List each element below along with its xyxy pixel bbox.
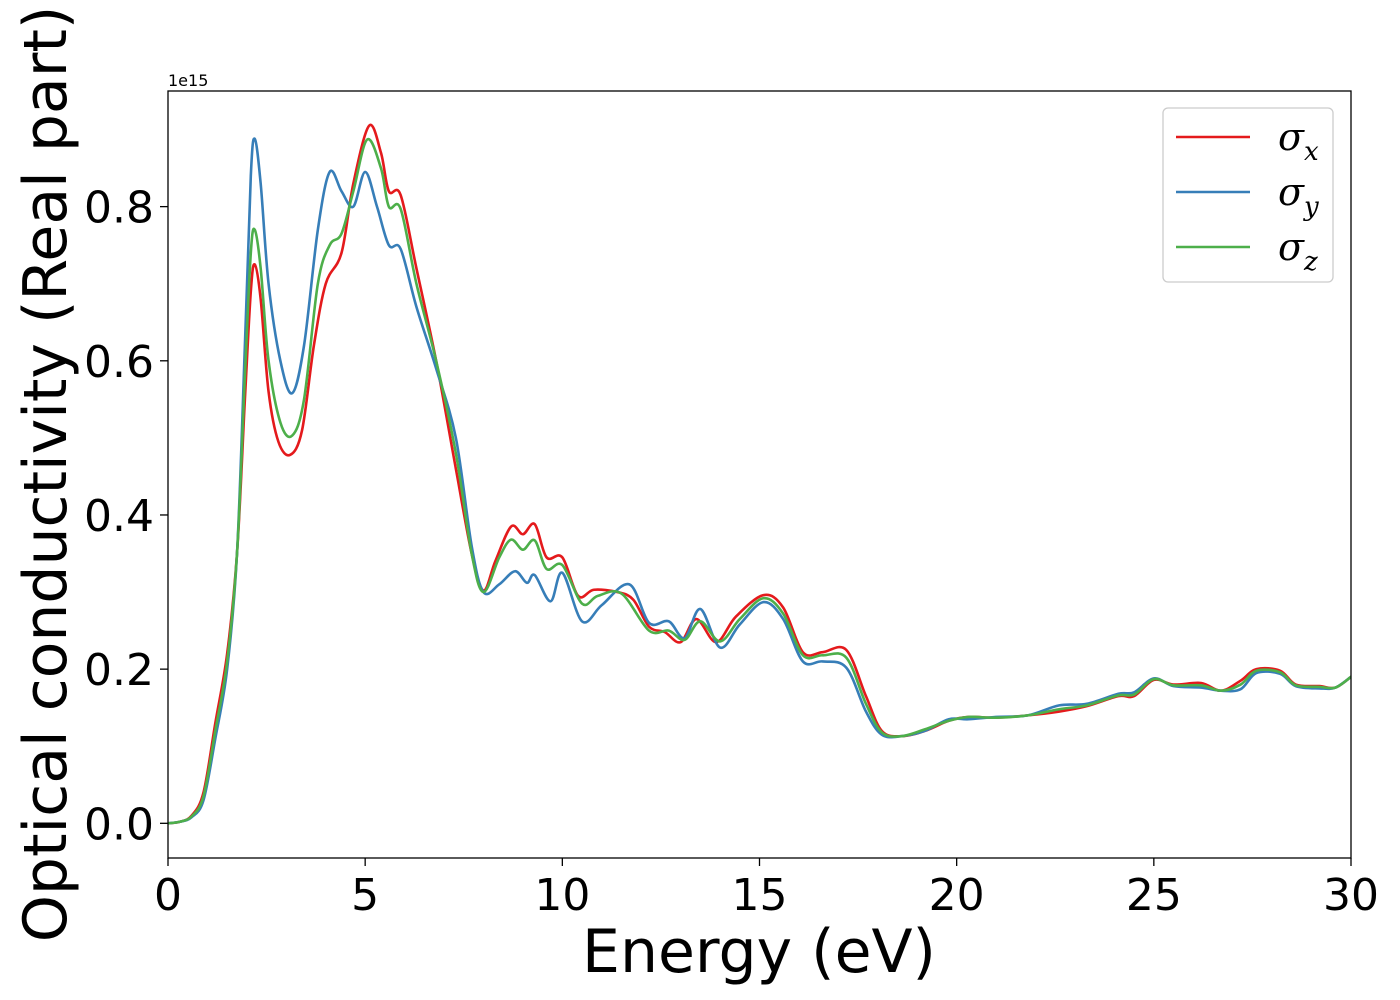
y-tick-label: 0.0 [84,799,154,850]
series-line-y [168,137,1351,825]
x-tick-label: 20 [929,870,985,921]
x-tick-label: 15 [732,870,788,921]
y-tick-label: 0.4 [84,491,154,542]
x-axis-label: Energy (eV) [582,917,936,987]
x-tick-label: 5 [351,870,379,921]
x-tick-label: 30 [1323,870,1379,921]
y-offset-label: 1e15 [168,71,208,90]
x-axis-ticks: 0 5 10 15 20 25 30 [154,858,1379,921]
x-tick-label: 10 [534,870,590,921]
legend-box [1162,107,1334,283]
legend-label-x: σx [1278,115,1319,167]
series-line-z [168,137,1351,825]
y-tick-label: 0.2 [84,645,154,696]
y-tick-label: 0.6 [84,337,154,388]
x-tick-label: 25 [1126,870,1182,921]
y-axis-label: Optical conductivity (Real part) [11,6,81,943]
x-tick-label: 0 [154,870,182,921]
series-layer [168,123,1351,825]
y-tick-label: 0.8 [84,183,154,234]
y-axis-ticks: 0.0 0.2 0.4 0.6 0.8 [84,183,168,850]
